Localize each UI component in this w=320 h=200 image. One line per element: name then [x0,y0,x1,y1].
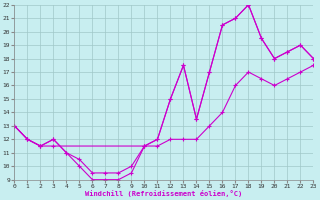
X-axis label: Windchill (Refroidissement éolien,°C): Windchill (Refroidissement éolien,°C) [85,190,243,197]
